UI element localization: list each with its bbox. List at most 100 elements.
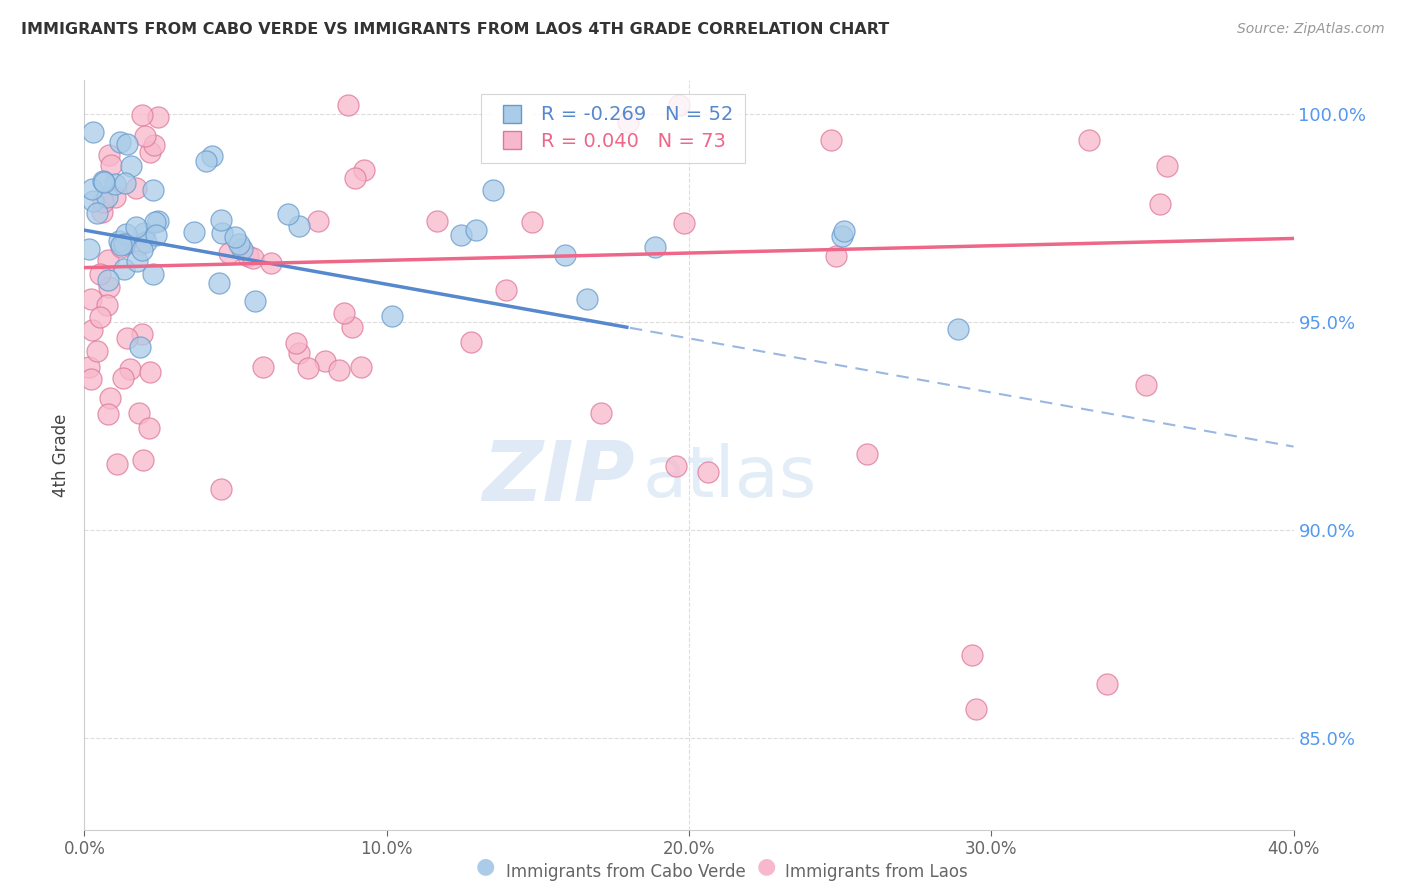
- Point: [832, 224, 855, 238]
- Y-axis label: 4th Grade: 4th Grade: [52, 413, 70, 497]
- Point: [131, 108, 153, 122]
- Text: ●: ●: [475, 856, 495, 876]
- Point: [135, 235, 157, 250]
- Point: [82, 323, 104, 337]
- Point: [522, 215, 544, 229]
- Point: [350, 360, 373, 375]
- Point: [80, 292, 103, 306]
- Point: [1149, 196, 1171, 211]
- Point: [138, 421, 160, 435]
- Point: [128, 340, 150, 354]
- Point: [145, 227, 167, 242]
- Point: [211, 227, 233, 241]
- Point: [252, 359, 274, 374]
- Point: [665, 458, 688, 473]
- Point: [105, 457, 128, 471]
- Point: [207, 277, 229, 291]
- Point: [576, 292, 599, 306]
- Point: [100, 158, 122, 172]
- Point: [125, 220, 148, 235]
- Point: [426, 214, 449, 228]
- Point: [86, 206, 108, 220]
- Point: [104, 178, 127, 192]
- Point: [965, 702, 987, 716]
- Point: [110, 240, 132, 254]
- Point: [450, 228, 472, 243]
- Point: [668, 98, 690, 112]
- Point: [697, 465, 720, 479]
- Point: [115, 227, 138, 241]
- Point: [288, 219, 311, 234]
- Point: [98, 148, 121, 162]
- Point: [128, 406, 150, 420]
- Point: [131, 243, 153, 257]
- Text: IMMIGRANTS FROM CABO VERDE VS IMMIGRANTS FROM LAOS 4TH GRADE CORRELATION CHART: IMMIGRANTS FROM CABO VERDE VS IMMIGRANTS…: [21, 22, 890, 37]
- Point: [91, 174, 114, 188]
- Point: [277, 207, 299, 221]
- Point: [115, 331, 138, 345]
- Point: [112, 262, 135, 277]
- Point: [617, 114, 640, 128]
- Point: [86, 344, 108, 359]
- Text: ●: ●: [756, 856, 776, 876]
- Point: [114, 235, 136, 250]
- Point: [142, 138, 165, 153]
- Point: [104, 190, 127, 204]
- Point: [960, 648, 983, 662]
- Point: [1135, 378, 1157, 392]
- Point: [820, 133, 842, 147]
- Point: [288, 346, 311, 360]
- Point: [856, 447, 879, 461]
- Point: [194, 153, 217, 168]
- Point: [80, 372, 103, 386]
- Point: [143, 214, 166, 228]
- Point: [98, 392, 121, 406]
- Point: [285, 335, 308, 350]
- Point: [139, 365, 162, 379]
- Point: [353, 163, 375, 178]
- Point: [148, 213, 170, 227]
- Point: [108, 234, 131, 248]
- Point: [332, 306, 354, 320]
- Point: [139, 145, 162, 159]
- Point: [243, 293, 266, 308]
- Point: [131, 453, 153, 467]
- Point: [381, 310, 404, 324]
- Text: ZIP: ZIP: [482, 437, 634, 518]
- Point: [342, 319, 364, 334]
- Point: [124, 181, 146, 195]
- Point: [495, 283, 517, 297]
- Point: [120, 159, 142, 173]
- Text: Immigrants from Cabo Verde: Immigrants from Cabo Verde: [506, 863, 747, 881]
- Point: [673, 216, 696, 230]
- Point: [1078, 133, 1101, 147]
- Point: [481, 184, 503, 198]
- Point: [242, 251, 264, 265]
- Text: atlas: atlas: [643, 443, 817, 512]
- Point: [314, 354, 336, 368]
- Point: [108, 135, 131, 149]
- Point: [825, 249, 848, 263]
- Point: [831, 228, 853, 243]
- Point: [209, 482, 232, 496]
- Point: [218, 245, 240, 260]
- Point: [328, 363, 350, 377]
- Point: [307, 214, 329, 228]
- Point: [1156, 159, 1178, 173]
- Point: [82, 194, 104, 208]
- Point: [224, 229, 246, 244]
- Point: [110, 238, 132, 252]
- Point: [82, 182, 104, 196]
- Point: [146, 111, 169, 125]
- Point: [112, 236, 135, 251]
- Point: [336, 98, 359, 112]
- Point: [114, 176, 136, 190]
- Point: [236, 249, 259, 263]
- Point: [112, 371, 135, 385]
- Point: [343, 171, 366, 186]
- Point: [96, 189, 118, 203]
- Point: [89, 268, 111, 282]
- Point: [554, 248, 576, 262]
- Point: [201, 149, 224, 163]
- Point: [118, 362, 141, 376]
